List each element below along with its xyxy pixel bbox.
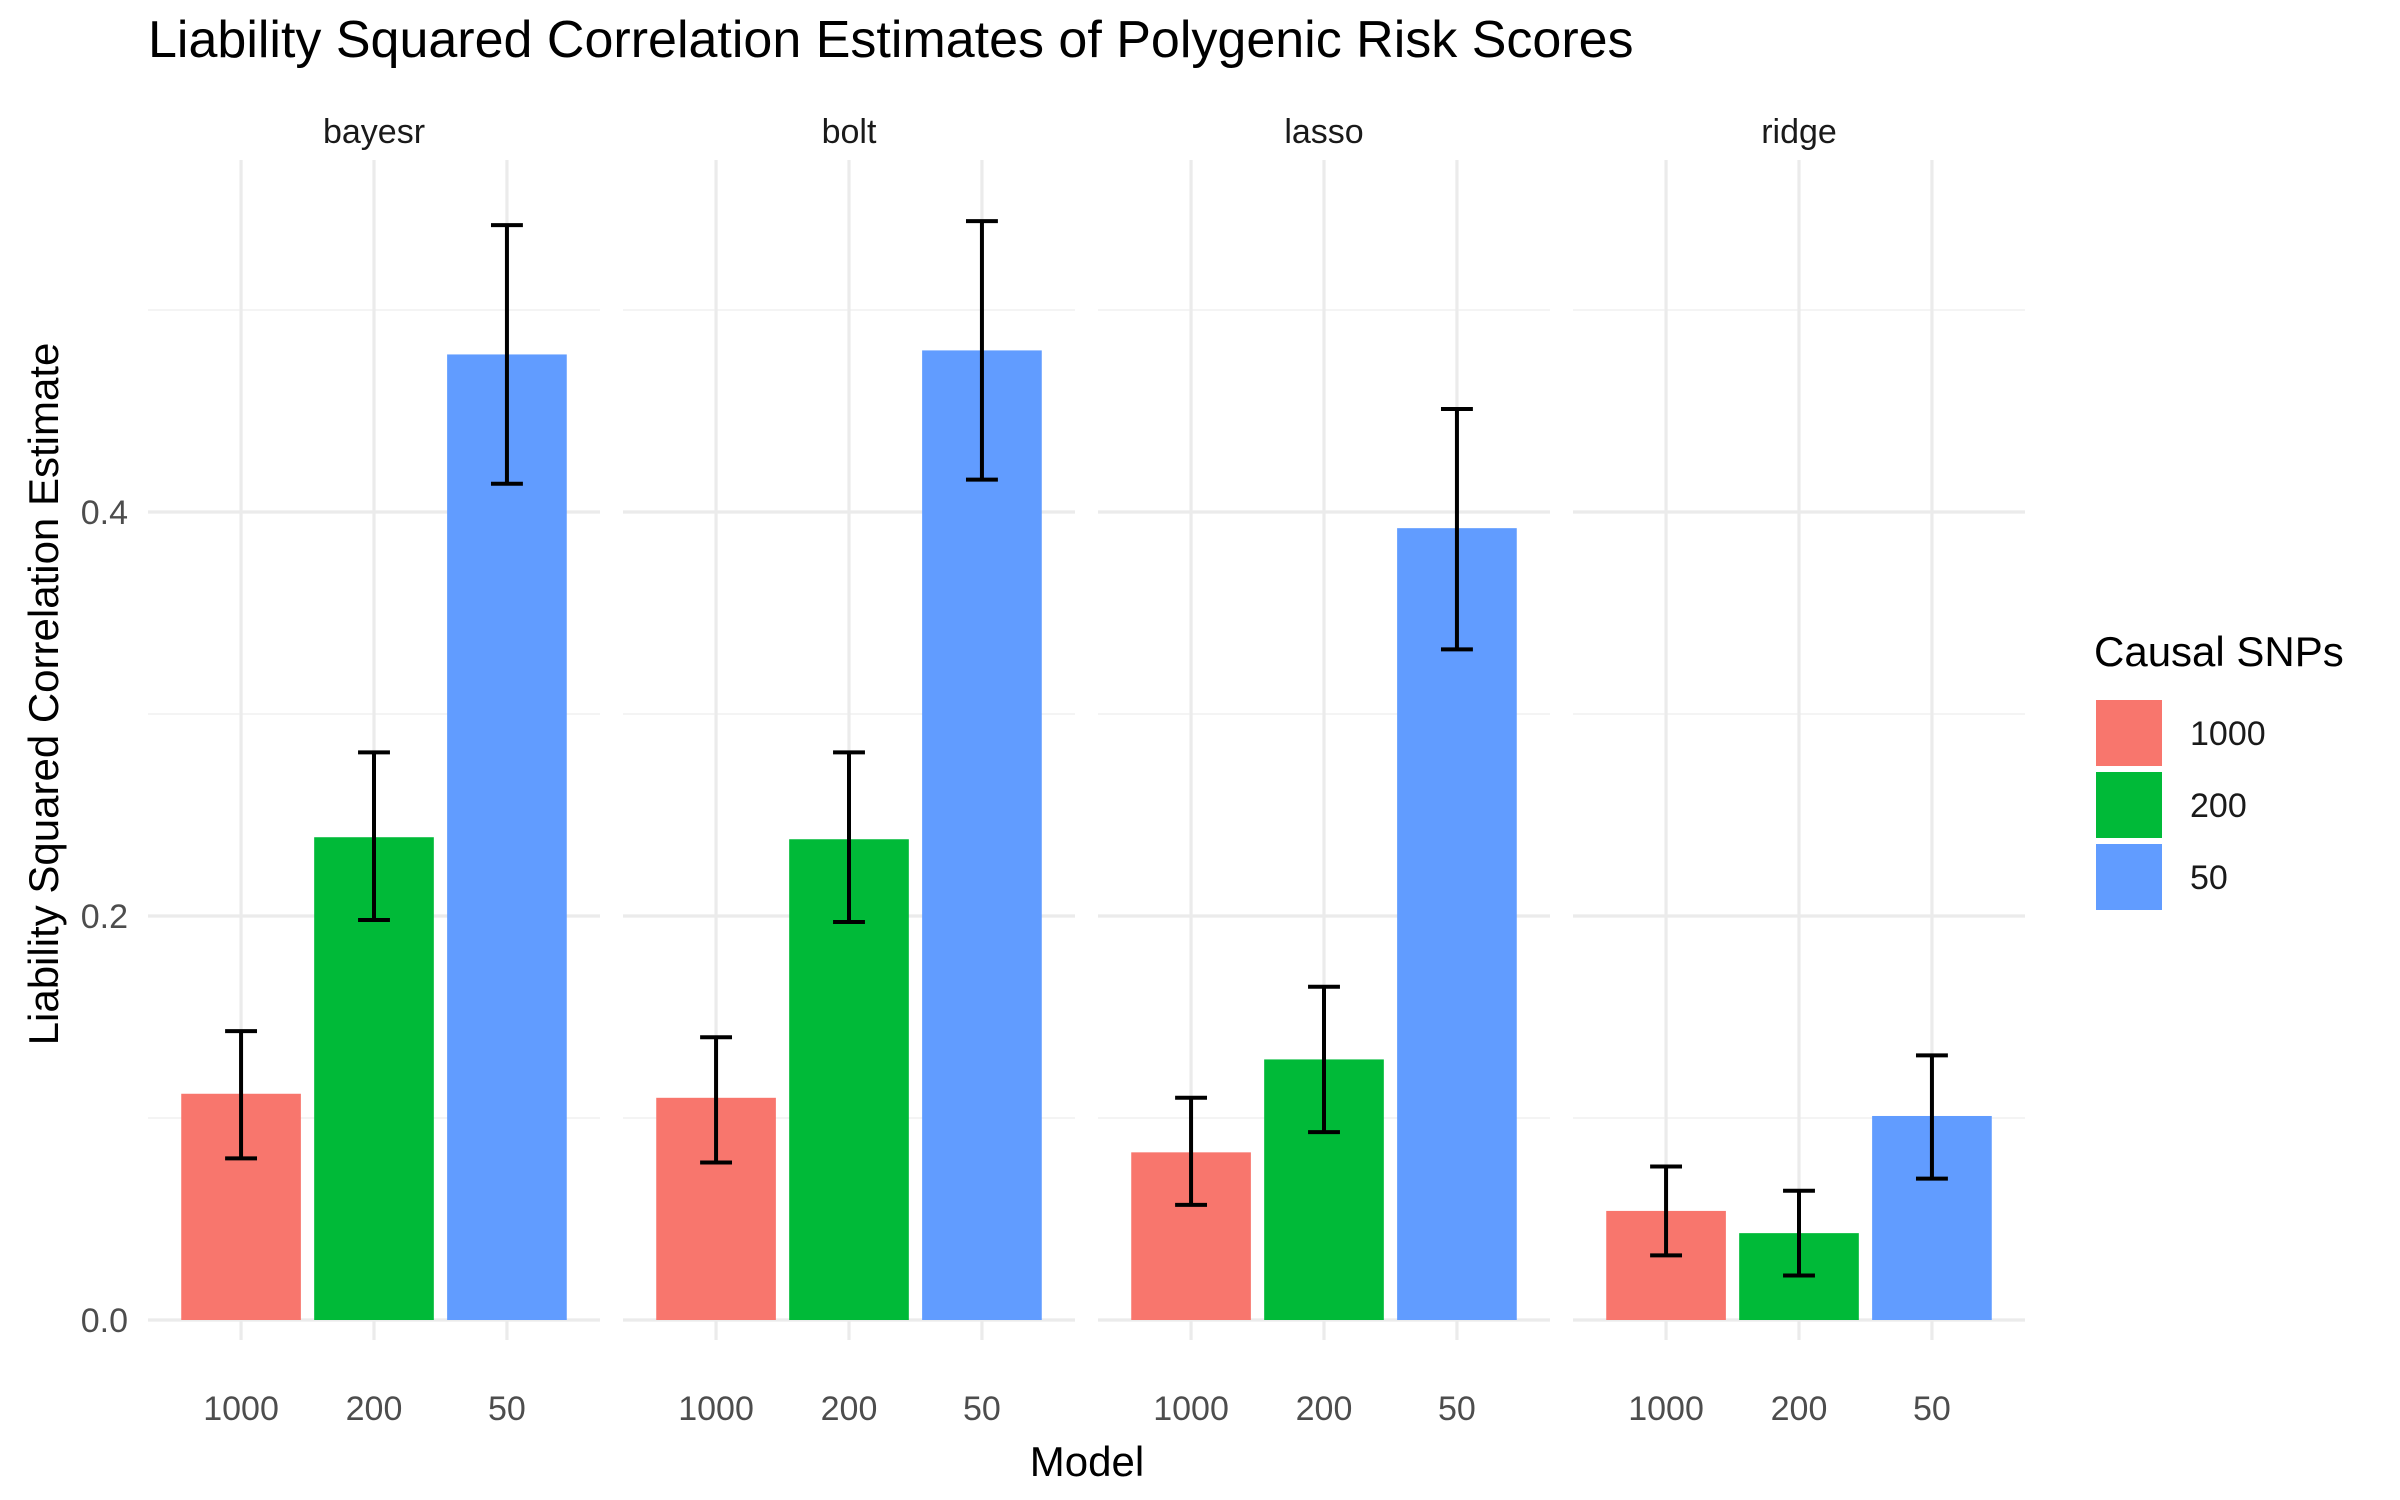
- facet-strip-label: ridge: [1761, 113, 1837, 151]
- facet-strip-label: bayesr: [323, 113, 425, 151]
- facet-strip-label: lasso: [1284, 113, 1363, 151]
- x-tick-label: 1000: [678, 1390, 754, 1428]
- error-bar: [1915, 1053, 1948, 1181]
- error-bar: [833, 750, 865, 925]
- bar-bayesr-50: [447, 354, 567, 1320]
- legend-item-1000: 1000: [2096, 700, 2266, 766]
- y-tick-label: 0.2: [81, 898, 128, 936]
- legend-key: [2096, 844, 2162, 910]
- x-tick-label: 200: [821, 1390, 878, 1428]
- legend-title: Causal SNPs: [2094, 628, 2344, 675]
- error-bar: [1175, 1095, 1208, 1207]
- error-bar: [700, 1035, 733, 1165]
- x-tick-label: 50: [963, 1390, 1001, 1428]
- chart-title: Liability Squared Correlation Estimates …: [148, 11, 1634, 69]
- x-tick-label: 50: [488, 1390, 526, 1428]
- legend-key: [2096, 772, 2162, 838]
- error-bar: [1650, 1164, 1683, 1258]
- legend-label: 200: [2190, 787, 2247, 825]
- error-bar: [225, 1029, 258, 1161]
- x-tick-label: 1000: [1153, 1390, 1229, 1428]
- legend: Causal SNPs 1000 200 50: [2094, 628, 2344, 910]
- error-bar: [1440, 406, 1473, 652]
- y-tick-label: 0.0: [81, 1302, 128, 1340]
- legend-item-200: 200: [2096, 772, 2247, 838]
- bar-bolt-50: [922, 350, 1042, 1320]
- legend-label: 50: [2190, 859, 2228, 897]
- y-tick-label: 0.4: [81, 494, 128, 532]
- x-tick-label: 200: [1296, 1390, 1353, 1428]
- facet-panel-lasso: lasso 1000 200 50: [1098, 113, 1550, 1428]
- error-bar: [490, 223, 523, 486]
- error-bar: [358, 750, 390, 923]
- x-axis-title: Model: [1030, 1438, 1144, 1485]
- x-tick-label: 200: [346, 1390, 403, 1428]
- x-tick-label: 200: [1771, 1390, 1828, 1428]
- legend-item-50: 50: [2096, 844, 2228, 910]
- facet-panel-ridge: ridge 1000 200 50: [1573, 113, 2025, 1428]
- bar-lasso-50: [1397, 528, 1517, 1320]
- facet-panel-bolt: bolt 1000 200 50: [623, 113, 1075, 1428]
- x-tick-label: 1000: [1628, 1390, 1704, 1428]
- legend-label: 1000: [2190, 715, 2266, 753]
- x-tick-label: 50: [1438, 1390, 1476, 1428]
- error-bar: [1783, 1188, 1815, 1278]
- legend-key: [2096, 700, 2162, 766]
- error-bar: [965, 219, 998, 482]
- x-tick-label: 50: [1913, 1390, 1951, 1428]
- facet-strip-label: bolt: [822, 113, 877, 151]
- x-tick-label: 1000: [203, 1390, 279, 1428]
- error-bar: [1308, 984, 1340, 1135]
- facet-panels: bayesr 1000 200 50 bolt 1000 200 50 lasso 1000 200…: [148, 113, 2025, 1428]
- y-axis-title: Liability Squared Correlation Estimate: [20, 343, 67, 1046]
- facet-panel-bayesr: bayesr 1000 200 50: [148, 113, 600, 1428]
